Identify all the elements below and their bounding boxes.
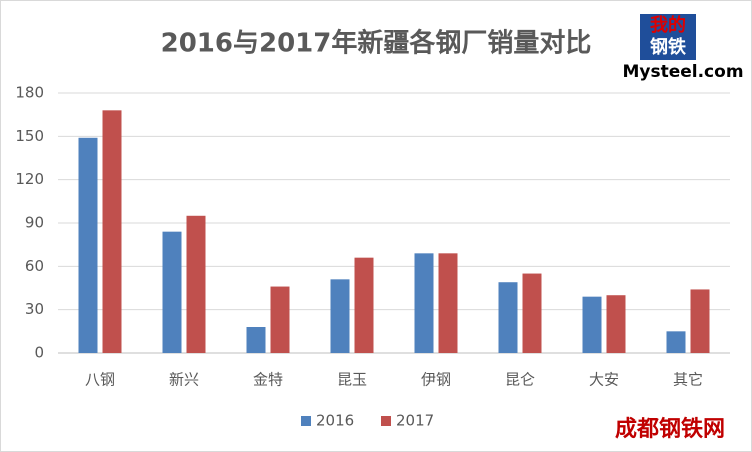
logo: 我的 钢铁 Mysteel.com	[622, 14, 744, 82]
y-tick-label: 90	[25, 214, 44, 232]
bar	[162, 231, 182, 353]
logo-line: 我的	[650, 14, 686, 36]
bar	[498, 282, 518, 353]
bar	[102, 110, 122, 353]
x-tick-label: 昆仑	[505, 371, 535, 389]
y-tick-label: 60	[25, 257, 44, 275]
bar	[666, 331, 686, 353]
x-tick-label: 其它	[673, 371, 703, 389]
x-tick-label: 大安	[589, 371, 619, 389]
bar	[354, 257, 374, 353]
legend-label: 2017	[396, 412, 434, 430]
bar	[246, 327, 266, 353]
x-tick-label: 金特	[253, 371, 283, 389]
bar	[330, 279, 350, 353]
bar	[522, 273, 542, 353]
bar	[270, 286, 290, 353]
bar	[186, 215, 206, 353]
x-tick-label: 伊钢	[421, 371, 451, 389]
logo-site: Mysteel.com	[622, 62, 743, 82]
logo-box	[640, 14, 696, 60]
watermark: 成都钢铁网	[615, 416, 725, 442]
logo-line: 钢铁	[650, 36, 686, 58]
y-tick-label: 30	[25, 300, 44, 318]
x-tick-label: 昆玉	[337, 371, 367, 389]
legend-label: 2016	[316, 412, 354, 430]
x-tick-label: 新兴	[169, 371, 199, 389]
legend-swatch	[301, 416, 311, 426]
y-tick-label: 0	[34, 344, 44, 362]
chart-title: 2016与2017年新疆各钢厂销量对比	[161, 28, 592, 59]
y-tick-label: 120	[15, 170, 44, 188]
y-tick-label: 150	[15, 127, 44, 145]
bar	[690, 289, 710, 353]
legend-swatch	[381, 416, 391, 426]
bar	[414, 253, 434, 353]
x-tick-label: 八钢	[85, 371, 115, 389]
bar	[582, 296, 602, 353]
y-tick-label: 180	[15, 84, 44, 102]
bar	[78, 137, 98, 353]
bar	[606, 295, 626, 353]
bar	[438, 253, 458, 353]
